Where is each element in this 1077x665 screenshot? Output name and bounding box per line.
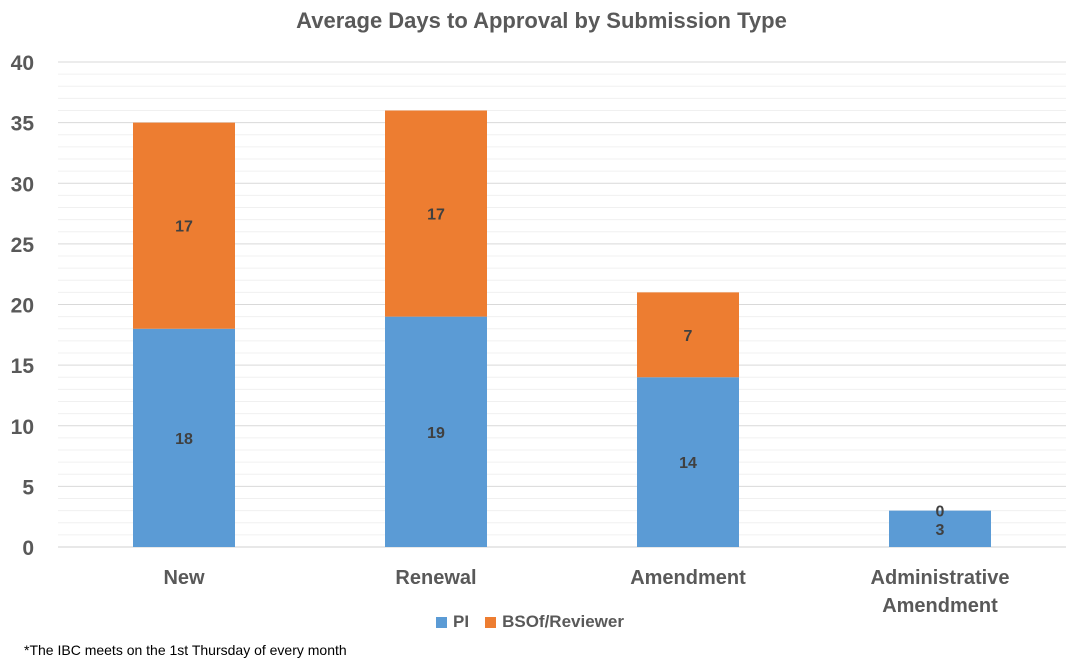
bar-bsof-reviewer-2 bbox=[637, 292, 739, 378]
data-label: 14 bbox=[679, 455, 697, 472]
x-category-label: Renewal bbox=[395, 567, 476, 589]
y-tick-label: 30 bbox=[11, 173, 34, 196]
legend-item-bsof-reviewer: BSOf/Reviewer bbox=[485, 612, 624, 632]
data-label: 19 bbox=[427, 425, 445, 442]
data-label: 17 bbox=[427, 207, 445, 224]
bar-pi-2 bbox=[637, 377, 739, 547]
bar-pi-0 bbox=[133, 328, 235, 547]
footnote: *The IBC meets on the 1st Thursday of ev… bbox=[24, 642, 347, 658]
data-label: 18 bbox=[175, 431, 193, 448]
y-tick-label: 35 bbox=[11, 113, 35, 136]
legend-item-pi: PI bbox=[436, 612, 469, 632]
y-tick-label: 25 bbox=[11, 234, 35, 257]
legend: PI BSOf/Reviewer bbox=[0, 612, 1060, 632]
x-category-label: Amendment bbox=[630, 567, 746, 589]
bar-bsof-reviewer-0 bbox=[133, 122, 235, 329]
legend-label-bsof-reviewer: BSOf/Reviewer bbox=[502, 612, 624, 631]
y-tick-label: 20 bbox=[11, 295, 34, 318]
y-tick-label: 0 bbox=[22, 537, 34, 560]
y-tick-label: 40 bbox=[11, 52, 34, 75]
legend-label-pi: PI bbox=[453, 612, 470, 631]
x-category-label: Amendment bbox=[882, 595, 998, 617]
y-tick-label: 10 bbox=[11, 416, 34, 439]
chart-title: Average Days to Approval by Submission T… bbox=[296, 8, 787, 33]
bar-bsof-reviewer-1 bbox=[385, 110, 487, 317]
y-tick-label: 5 bbox=[22, 476, 34, 499]
data-label: 0 bbox=[936, 504, 945, 521]
bar-pi-3 bbox=[889, 510, 991, 547]
x-category-label: Administrative bbox=[871, 567, 1010, 589]
y-tick-label: 15 bbox=[11, 355, 35, 378]
x-category-label: New bbox=[163, 567, 205, 589]
data-label: 3 bbox=[936, 522, 945, 539]
bar-pi-1 bbox=[385, 316, 487, 547]
data-label: 7 bbox=[684, 328, 693, 345]
legend-swatch-bsof-reviewer bbox=[485, 616, 497, 628]
data-label: 17 bbox=[175, 219, 193, 236]
legend-swatch-pi bbox=[436, 616, 448, 628]
